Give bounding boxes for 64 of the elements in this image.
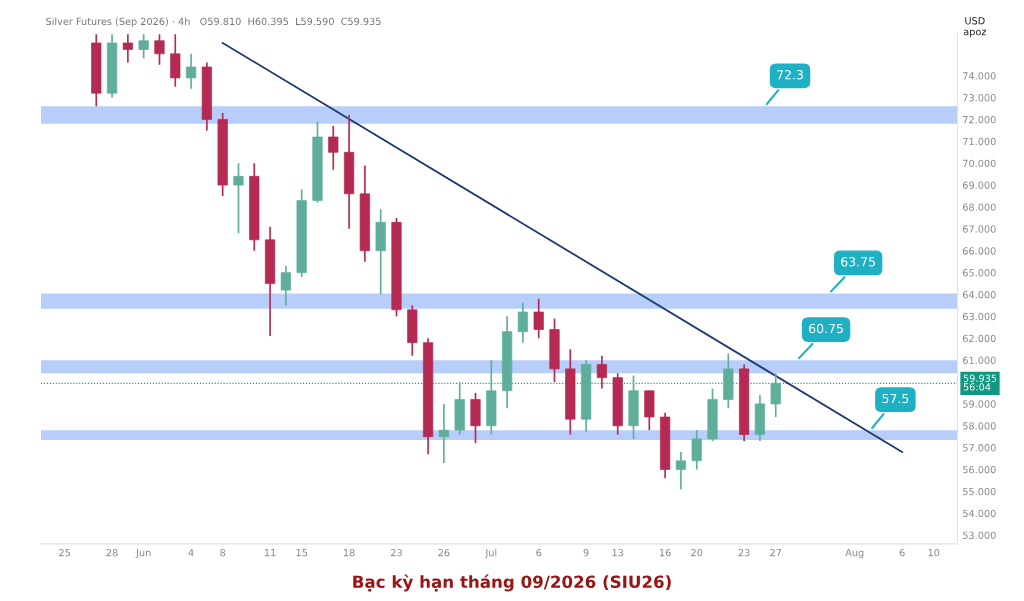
x-tick-label: 9 xyxy=(583,548,589,557)
x-tick-label: 28 xyxy=(106,548,118,557)
x-tick-label: 6 xyxy=(536,548,542,557)
x-tick-label: 13 xyxy=(612,548,624,557)
y-tick-label: 65.000 xyxy=(962,269,996,277)
x-tick-label: 20 xyxy=(691,548,703,557)
y-tick-label: 74.000 xyxy=(963,72,996,80)
candlestick xyxy=(233,162,244,235)
y-tick-label: 56.000 xyxy=(963,466,996,474)
x-tick-label: 8 xyxy=(220,548,226,557)
candlestick xyxy=(533,298,544,340)
x-tick-label: 25 xyxy=(59,548,70,557)
y-tick-label: 59.000 xyxy=(963,400,996,408)
candlestick xyxy=(138,33,149,60)
y-tick-label: 63.000 xyxy=(962,312,996,321)
x-tick-label: Jun xyxy=(135,549,151,559)
y-tick-label: 61.000 xyxy=(962,356,996,364)
text: Silver Futures (Sep 2026) · 4h O59.810 H60.395 L59.590 C59.935 xyxy=(46,17,381,27)
y-tick-label: 54.000 xyxy=(963,509,996,518)
y-tick-label: 70.000 xyxy=(963,159,996,168)
candlestick xyxy=(122,33,133,64)
x-tick-label: 10 xyxy=(928,548,940,557)
candlestick xyxy=(770,372,781,418)
x-tick-label: 23 xyxy=(738,548,750,557)
candlestick xyxy=(691,429,702,471)
x-tick-label: 6 xyxy=(899,548,905,557)
x-tick-label: 4 xyxy=(188,549,194,557)
x-tick-label: 26 xyxy=(438,548,450,557)
y-tick-label: 58.000 xyxy=(963,422,996,430)
y-tick-label: 53.000 xyxy=(963,531,996,539)
candlestick xyxy=(438,403,449,464)
y-tick-label: 67.000 xyxy=(962,225,996,233)
candlestick xyxy=(675,451,687,491)
y-tick-label: 73.000 xyxy=(963,94,996,102)
candlestick xyxy=(328,125,339,171)
band-label: 72.3 xyxy=(777,69,803,80)
x-tick-label: Jul xyxy=(484,548,497,559)
ref-line-label: 59.935 56:04 xyxy=(963,374,997,391)
y-tick-label: 69.000 xyxy=(962,181,996,189)
y-tick-label: 62.000 xyxy=(962,334,996,343)
x-tick-label: 23 xyxy=(391,548,402,557)
x-tick-label: 16 xyxy=(660,548,671,557)
y-axis-title: USD apoz xyxy=(963,17,987,38)
y-tick-label: 66.000 xyxy=(962,247,996,255)
candlestick xyxy=(280,265,291,307)
band-label: 63.75 xyxy=(841,257,875,267)
y-tick-label: 68.000 xyxy=(962,203,996,211)
x-tick-label: 27 xyxy=(770,548,782,557)
y-tick-label: 57.000 xyxy=(963,444,996,452)
y-tick-label: 55.000 xyxy=(963,487,996,496)
y-tick-label: 72.000 xyxy=(963,115,996,124)
y-tick-label: 64.000 xyxy=(962,290,996,299)
x-tick-label: 15 xyxy=(296,549,308,557)
candlestick xyxy=(154,33,165,66)
band-label: 57.5 xyxy=(882,393,909,404)
x-tick-label: 18 xyxy=(343,548,355,557)
candlestick xyxy=(596,354,607,390)
candlestick xyxy=(517,302,528,344)
x-tick-label: Aug xyxy=(845,549,864,559)
x-tick-label: 11 xyxy=(264,549,276,557)
band-label: 60.75 xyxy=(809,323,843,334)
y-tick-label: 71.000 xyxy=(963,137,996,146)
candlestick xyxy=(185,53,197,90)
text: Bạc kỳ hạn tháng 09/2026 (SIU26) xyxy=(353,574,671,592)
